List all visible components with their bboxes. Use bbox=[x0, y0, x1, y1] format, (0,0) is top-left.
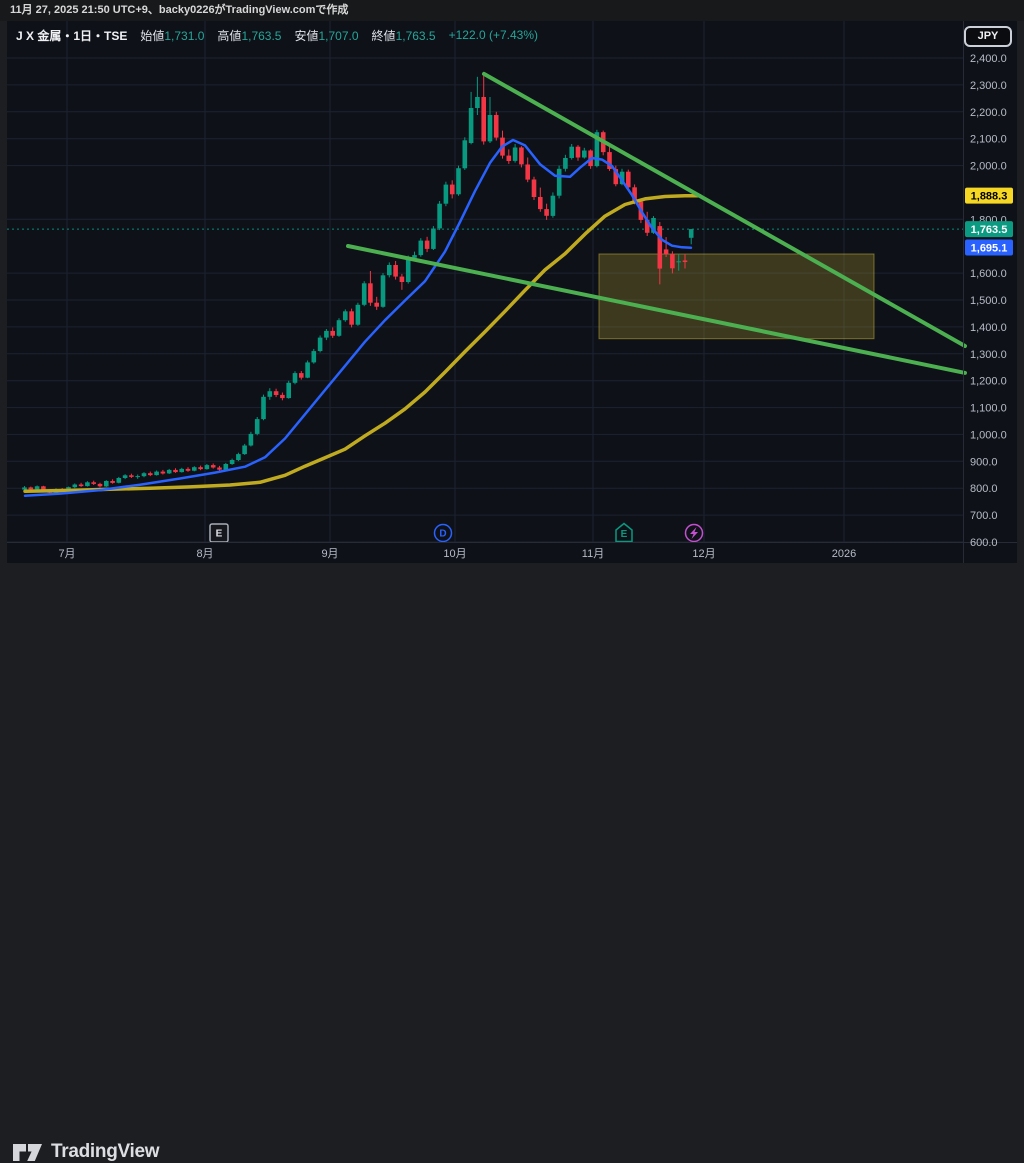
chart-canvas[interactable]: E D E 2,400.0 2,300.0 2,200.0 2,100.0 2,000.0 1,… bbox=[7, 21, 1017, 563]
svg-text:2,000.0: 2,000.0 bbox=[970, 161, 1007, 173]
ohlc-low: 安値1,707.0 bbox=[294, 28, 359, 43]
attribution-text: 11月 27, 2025 21:50 UTC+9、backy0226がTradi… bbox=[10, 4, 349, 16]
svg-text:11月: 11月 bbox=[582, 548, 604, 560]
svg-text:8月: 8月 bbox=[196, 548, 213, 560]
lightning-marker-icon bbox=[684, 523, 704, 543]
symbol-header: J X 金属・1日・TSE 始値1,731.0 高値1,763.5 安値1,70… bbox=[16, 27, 538, 43]
svg-text:800.0: 800.0 bbox=[970, 483, 998, 495]
change-value: +122.0 (+7.43%) bbox=[448, 28, 539, 42]
svg-text:2,300.0: 2,300.0 bbox=[970, 80, 1007, 92]
footer-bar: TradingView bbox=[0, 563, 1024, 1162]
trendline-1[interactable] bbox=[482, 71, 967, 348]
blue-ma-line bbox=[23, 138, 693, 498]
svg-text:1,600.0: 1,600.0 bbox=[970, 268, 1007, 280]
svg-text:1,695.1: 1,695.1 bbox=[971, 243, 1008, 255]
dividend-marker-icon: D bbox=[433, 523, 453, 543]
svg-text:10月: 10月 bbox=[443, 548, 466, 560]
attribution-bar: 11月 27, 2025 21:50 UTC+9、backy0226がTradi… bbox=[0, 0, 1024, 21]
tradingview-logo[interactable]: TradingView bbox=[13, 1141, 160, 1163]
svg-text:2026: 2026 bbox=[832, 548, 856, 560]
svg-text:600.0: 600.0 bbox=[970, 537, 998, 549]
ohlc-open: 始値1,731.0 bbox=[140, 28, 205, 43]
tradingview-logo-icon bbox=[13, 1143, 42, 1161]
svg-text:7月: 7月 bbox=[58, 548, 75, 560]
svg-text:1,400.0: 1,400.0 bbox=[970, 322, 1007, 334]
tradingview-logo-text: TradingView bbox=[51, 1141, 160, 1162]
symbol-title: J X 金属・1日・TSE bbox=[16, 28, 128, 43]
svg-text:1,000.0: 1,000.0 bbox=[970, 429, 1007, 441]
svg-text:9月: 9月 bbox=[321, 548, 338, 560]
svg-text:12月: 12月 bbox=[692, 548, 715, 560]
svg-text:2,100.0: 2,100.0 bbox=[970, 134, 1007, 146]
svg-text:D: D bbox=[439, 529, 446, 540]
svg-text:1,100.0: 1,100.0 bbox=[970, 403, 1007, 415]
ohlc-close: 終値1,763.5 bbox=[371, 28, 436, 43]
svg-text:E: E bbox=[621, 529, 628, 540]
svg-text:1,500.0: 1,500.0 bbox=[970, 295, 1007, 307]
currency-button[interactable]: JPY bbox=[964, 26, 1012, 47]
svg-text:700.0: 700.0 bbox=[970, 510, 998, 522]
svg-text:1,300.0: 1,300.0 bbox=[970, 349, 1007, 361]
ohlc-high: 高値1,763.5 bbox=[217, 28, 282, 43]
grid-layer bbox=[7, 21, 963, 543]
svg-text:1,200.0: 1,200.0 bbox=[970, 376, 1007, 388]
svg-text:900.0: 900.0 bbox=[970, 456, 998, 468]
earnings-house-marker-icon: E bbox=[615, 522, 633, 543]
svg-text:1,888.3: 1,888.3 bbox=[971, 191, 1008, 203]
price-axis[interactable]: 2,400.02,300.02,200.02,100.02,000.01,800… bbox=[970, 53, 1007, 549]
time-axis[interactable]: 7月 8月 9月 10月 11月 12月 2026 bbox=[58, 548, 856, 560]
price-axis-badges: 1,888.3 1,763.5 1,695.1 bbox=[965, 187, 1013, 256]
svg-text:2,400.0: 2,400.0 bbox=[970, 53, 1007, 65]
svg-text:2,200.0: 2,200.0 bbox=[970, 107, 1007, 119]
svg-text:1,763.5: 1,763.5 bbox=[971, 224, 1008, 236]
svg-text:E: E bbox=[216, 529, 223, 540]
earnings-marker-icon: E bbox=[209, 523, 229, 543]
yellow-ma-line bbox=[23, 193, 702, 493]
trendline-2[interactable] bbox=[346, 244, 967, 375]
